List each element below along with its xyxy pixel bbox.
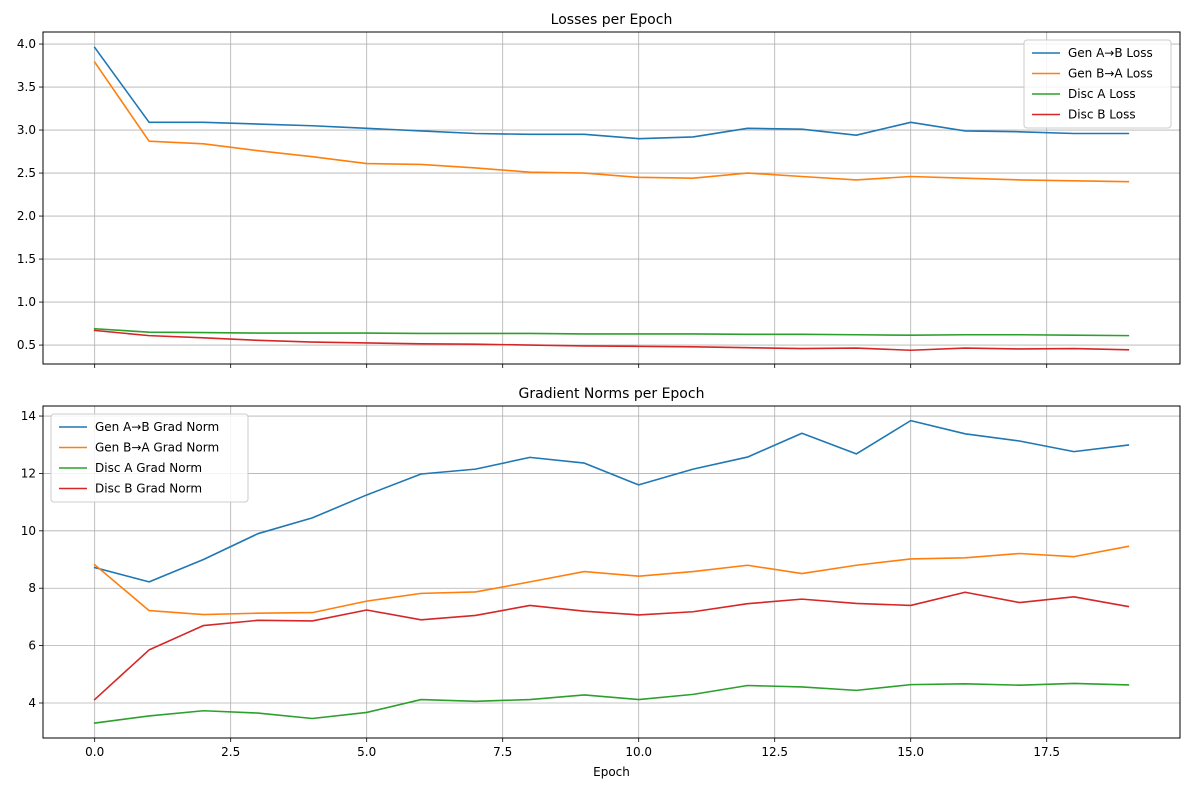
x-tick-label: 2.5 [221, 745, 240, 759]
y-tick-label: 10 [21, 524, 36, 538]
y-tick-label: 3.0 [17, 123, 36, 137]
series-line [93, 327, 1130, 337]
series-lines [93, 419, 1130, 724]
y-tick-label: 1.0 [17, 295, 36, 309]
series-line [93, 46, 1130, 140]
x-axis [94, 364, 1048, 368]
y-tick-label: 12 [21, 466, 36, 480]
series-line [93, 591, 1130, 701]
legend-label: Disc B Grad Norm [95, 482, 202, 496]
legend-label: Disc B Loss [1068, 108, 1136, 122]
series-line [93, 545, 1130, 616]
y-tick-label: 4.0 [17, 37, 36, 51]
y-tick-label: 8 [28, 581, 36, 595]
series-line [93, 60, 1130, 183]
legend-entry: Disc A Grad Norm [59, 461, 202, 475]
legend-entry: Disc A Loss [1032, 87, 1136, 101]
y-tick-label: 2.0 [17, 209, 36, 223]
y-tick-label: 4 [28, 696, 36, 710]
x-tick-label: 15.0 [897, 745, 924, 759]
legend-label: Gen A→B Grad Norm [95, 420, 219, 434]
legend-box [1023, 39, 1172, 129]
plot-frame [42, 31, 1181, 365]
y-tick-label: 0.5 [17, 338, 36, 352]
y-tick-label: 3.5 [17, 80, 36, 94]
x-tick-label: 7.5 [493, 745, 512, 759]
y-tick-label: 1.5 [17, 252, 36, 266]
legend-entry: Gen B→A Grad Norm [59, 441, 219, 455]
legend-entry: Gen B→A Loss [1032, 67, 1153, 81]
legend-label: Disc A Grad Norm [95, 461, 202, 475]
x-axis-label: Epoch [593, 765, 630, 779]
plot-frame [42, 405, 1181, 739]
series-line [93, 419, 1130, 583]
y-axis: 4 6 8 10 12 14 [21, 409, 43, 710]
x-tick-label: 12.5 [761, 745, 788, 759]
panel-title: Losses per Epoch [551, 12, 673, 28]
y-axis: 0.5 1.0 1.5 2.0 2.5 3.0 3.5 4.0 [17, 37, 43, 352]
panel-title: Gradient Norms per Epoch [519, 386, 705, 402]
legend-entry: Gen A→B Loss [1032, 46, 1153, 60]
x-tick-label: 17.5 [1033, 745, 1060, 759]
legend-label: Gen B→A Loss [1068, 67, 1153, 81]
grid [43, 32, 1180, 364]
legend-label: Gen A→B Loss [1068, 46, 1153, 60]
x-axis: 0.0 2.5 5.0 7.5 10.0 12.5 15.0 17.5 [85, 738, 1060, 759]
x-tick-label: 5.0 [357, 745, 376, 759]
y-tick-label: 2.5 [17, 166, 36, 180]
legend-box [50, 413, 249, 503]
y-tick-label: 6 [28, 639, 36, 653]
x-tick-label: 10.0 [625, 745, 652, 759]
legend-label: Disc A Loss [1068, 87, 1136, 101]
x-tick-label: 0.0 [85, 745, 104, 759]
legend-label: Gen B→A Grad Norm [95, 441, 219, 455]
gradient-norms-panel: 0.0 2.5 5.0 7.5 10.0 12.5 15.0 17.5 4 6 8 10 12 14 Gra… [21, 386, 1181, 779]
legend: Gen A→B Loss Gen B→A Loss Disc A Loss Disc … [1023, 39, 1172, 129]
legend-entry: Gen A→B Grad Norm [59, 420, 219, 434]
series-line [93, 682, 1130, 724]
legend-entry: Disc B Loss [1032, 108, 1136, 122]
series-line [93, 329, 1130, 352]
y-tick-label: 14 [21, 409, 36, 423]
losses-panel: 0.5 1.0 1.5 2.0 2.5 3.0 3.5 4.0 Losses per Epoch… [17, 12, 1181, 368]
legend-entry: Disc B Grad Norm [59, 482, 202, 496]
series-lines [93, 46, 1130, 352]
legend: Gen A→B Grad Norm Gen B→A Grad Norm Disc A… [50, 413, 249, 503]
